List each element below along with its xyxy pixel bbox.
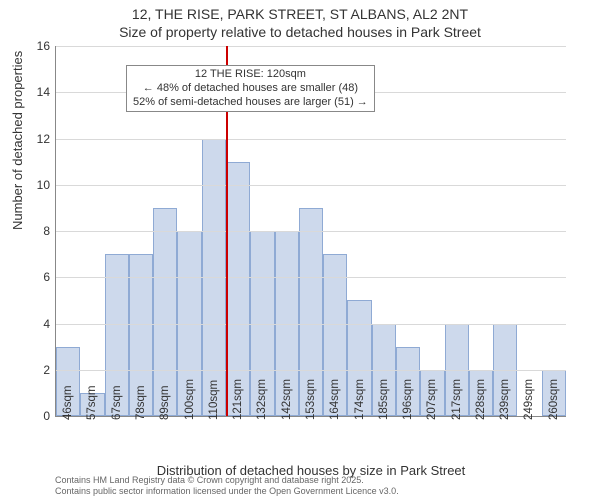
x-tick-label: 207sqm: [426, 379, 438, 420]
y-tick-label: 10: [37, 178, 56, 192]
gridline: [56, 324, 566, 325]
gridline: [56, 185, 566, 186]
plot-area: 46sqm 57sqm 67sqm 78sqm 89sqm 100sqm 110sqm 121…: [55, 46, 566, 417]
x-tick-label: 100sqm: [184, 379, 196, 420]
x-tick-label: 110sqm: [208, 380, 220, 420]
gridline: [56, 277, 566, 278]
x-tick-label: 121sqm: [232, 379, 244, 420]
x-tick-label: 89sqm: [159, 385, 171, 420]
x-tick-label: 46sqm: [62, 385, 74, 420]
y-tick-label: 8: [43, 224, 56, 238]
x-tick-label: 260sqm: [548, 379, 560, 420]
annotation-box: 12 THE RISE: 120sqm← 48% of detached hou…: [126, 65, 375, 112]
y-tick-label: 6: [43, 270, 56, 284]
x-tick-label: 142sqm: [281, 379, 293, 420]
y-tick-label: 0: [43, 409, 56, 423]
bar: [226, 162, 250, 416]
x-tick-label: 174sqm: [354, 379, 366, 420]
chart-title-line2: Size of property relative to detached ho…: [0, 24, 600, 40]
histogram-chart: 12, THE RISE, PARK STREET, ST ALBANS, AL…: [0, 0, 600, 500]
gridline: [56, 46, 566, 47]
gridline: [56, 370, 566, 371]
x-tick-label: 132sqm: [256, 379, 268, 420]
footnote-line2: Contains public sector information licen…: [55, 486, 399, 497]
y-tick-label: 14: [37, 85, 56, 99]
y-tick-label: 16: [37, 39, 56, 53]
x-tick-label: 196sqm: [402, 379, 414, 420]
chart-title-line1: 12, THE RISE, PARK STREET, ST ALBANS, AL…: [0, 6, 600, 22]
x-tick-label: 164sqm: [329, 379, 341, 420]
gridline: [56, 139, 566, 140]
y-tick-label: 2: [43, 363, 56, 377]
x-tick-label: 185sqm: [378, 379, 390, 420]
annotation-line2: ← 48% of detached houses are smaller (48…: [133, 82, 368, 96]
annotation-line1: 12 THE RISE: 120sqm: [133, 68, 368, 82]
x-tick-label: 228sqm: [475, 379, 487, 420]
x-tick-label: 239sqm: [499, 379, 511, 420]
x-tick-label: 78sqm: [135, 385, 147, 420]
annotation-line3: 52% of semi-detached houses are larger (…: [133, 96, 368, 110]
footnote: Contains HM Land Registry data © Crown c…: [55, 475, 399, 497]
gridline: [56, 231, 566, 232]
y-tick-label: 4: [43, 317, 56, 331]
x-tick-label: 249sqm: [523, 379, 535, 420]
y-tick-label: 12: [37, 132, 56, 146]
x-tick-label: 67sqm: [111, 385, 123, 420]
x-tick-label: 57sqm: [86, 385, 98, 420]
y-axis-title: Number of detached properties: [10, 51, 25, 230]
x-tick-label: 153sqm: [305, 379, 317, 420]
x-tick-label: 217sqm: [451, 379, 463, 420]
footnote-line1: Contains HM Land Registry data © Crown c…: [55, 475, 399, 486]
